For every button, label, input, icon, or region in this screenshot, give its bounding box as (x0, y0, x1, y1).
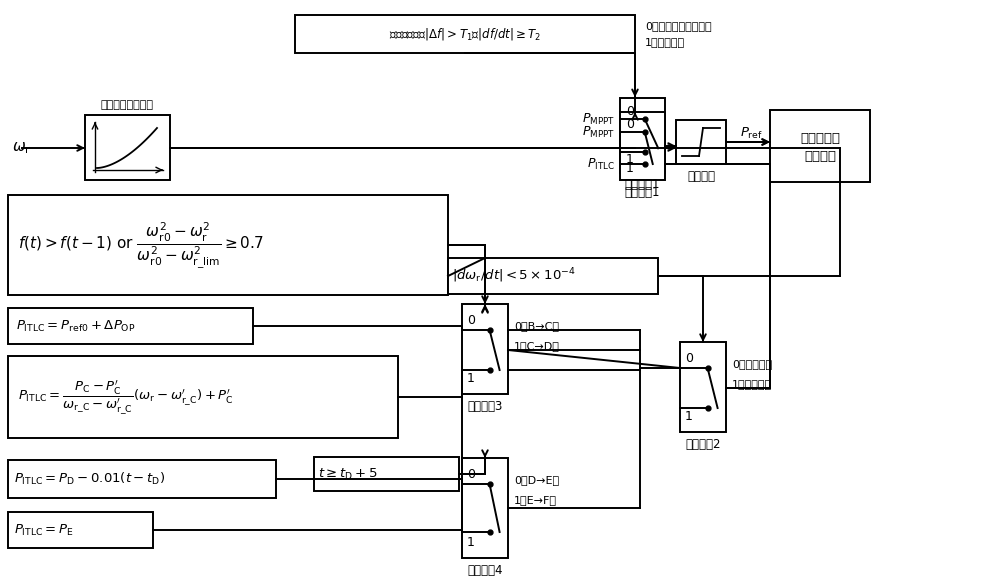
Bar (620, 112, 665, 180)
Text: $P_\mathrm{ITLC}$: $P_\mathrm{ITLC}$ (587, 156, 615, 171)
Bar (448, 258, 658, 294)
Text: 1：E→F段: 1：E→F段 (514, 495, 557, 505)
Text: $P_\mathrm{ITLC}=P_\mathrm{D}-0.01\left(t-t_\mathrm{D}\right)$: $P_\mathrm{ITLC}=P_\mathrm{D}-0.01\left(… (14, 471, 165, 487)
Text: 1: 1 (626, 162, 634, 174)
Bar (620, 98, 665, 173)
Text: $|d\omega_\mathrm{r}/dt|<5\times10^{-4}$: $|d\omega_\mathrm{r}/dt|<5\times10^{-4}$ (452, 267, 576, 285)
Bar (8, 460, 276, 498)
Text: $\omega_\mathrm{r}$: $\omega_\mathrm{r}$ (12, 140, 31, 156)
Bar (8, 195, 448, 295)
Text: 0: 0 (626, 105, 634, 118)
Text: $P_\mathrm{ref}$: $P_\mathrm{ref}$ (740, 125, 763, 141)
Bar (676, 120, 726, 164)
Bar (770, 110, 870, 182)
Bar (462, 304, 508, 394)
Text: 1: 1 (626, 153, 634, 166)
Text: 可控开关3: 可控开关3 (467, 399, 503, 413)
Text: 1: 1 (685, 410, 693, 422)
Text: 0: 0 (467, 467, 475, 481)
Text: $P_\mathrm{ITLC}=P_\mathrm{ref0}+\Delta P_\mathrm{OP}$: $P_\mathrm{ITLC}=P_\mathrm{ref0}+\Delta … (16, 319, 136, 334)
Text: $P_\mathrm{ITLC}=\dfrac{P_\mathrm{C}-P_\mathrm{C}^{\prime}}{\omega_\mathrm{r\_C}: $P_\mathrm{ITLC}=\dfrac{P_\mathrm{C}-P_\… (18, 378, 234, 416)
Bar (314, 457, 459, 491)
Text: 0：B→C段: 0：B→C段 (514, 321, 559, 331)
Text: 1：C→D段: 1：C→D段 (514, 341, 560, 351)
Text: $f(t)>f(t-1)$ or $\dfrac{\omega_\mathrm{r0}^2-\omega_\mathrm{r}^2}{\omega_\mathr: $f(t)>f(t-1)$ or $\dfrac{\omega_\mathrm{… (18, 220, 264, 269)
Text: 可控开关1: 可控开关1 (624, 185, 660, 198)
Text: $P_\mathrm{ITLC}=P_\mathrm{E}$: $P_\mathrm{ITLC}=P_\mathrm{E}$ (14, 522, 74, 538)
Text: 1：加速阶段: 1：加速阶段 (732, 379, 772, 389)
Text: 0：D→E段: 0：D→E段 (514, 475, 559, 485)
Text: 可控开关4: 可控开关4 (467, 564, 503, 576)
Text: 0：最大功率跟踪控制: 0：最大功率跟踪控制 (645, 21, 712, 31)
Text: 器控制器: 器控制器 (804, 149, 836, 163)
Text: 0: 0 (467, 313, 475, 327)
Bar (85, 115, 170, 180)
Text: 0: 0 (685, 351, 693, 365)
Text: 频率检测模块$|\Delta f|>T_1$或$|df/dt|\geq T_2$: 频率检测模块$|\Delta f|>T_1$或$|df/dt|\geq T_2$ (389, 26, 541, 42)
Text: $P_\mathrm{MPPT}$: $P_\mathrm{MPPT}$ (582, 111, 615, 126)
Text: 0：减速阶段: 0：减速阶段 (732, 359, 772, 369)
Text: 可控开关2: 可控开关2 (685, 437, 721, 451)
Text: 1: 1 (467, 372, 475, 384)
Text: $t\geq t_\mathrm{D}+5$: $t\geq t_\mathrm{D}+5$ (318, 466, 378, 482)
Bar (8, 512, 153, 548)
Bar (8, 356, 398, 438)
Bar (295, 15, 635, 53)
Text: 1：惯性控制: 1：惯性控制 (645, 37, 685, 47)
Text: 限幅模块: 限幅模块 (687, 170, 715, 182)
Bar (8, 308, 253, 344)
Bar (462, 458, 508, 558)
Text: $P_\mathrm{MPPT}$: $P_\mathrm{MPPT}$ (582, 125, 615, 140)
Bar (680, 342, 726, 432)
Text: 转子侧变流: 转子侧变流 (800, 132, 840, 144)
Text: 最大功率跟踪控制: 最大功率跟踪控制 (100, 100, 154, 110)
Text: 可控开关1: 可控开关1 (624, 178, 660, 192)
Text: 0: 0 (626, 118, 634, 130)
Text: 1: 1 (467, 535, 475, 549)
